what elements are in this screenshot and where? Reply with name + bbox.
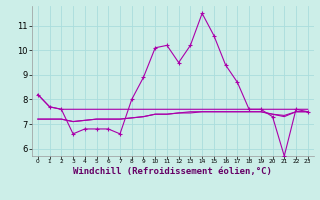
X-axis label: Windchill (Refroidissement éolien,°C): Windchill (Refroidissement éolien,°C)	[73, 167, 272, 176]
